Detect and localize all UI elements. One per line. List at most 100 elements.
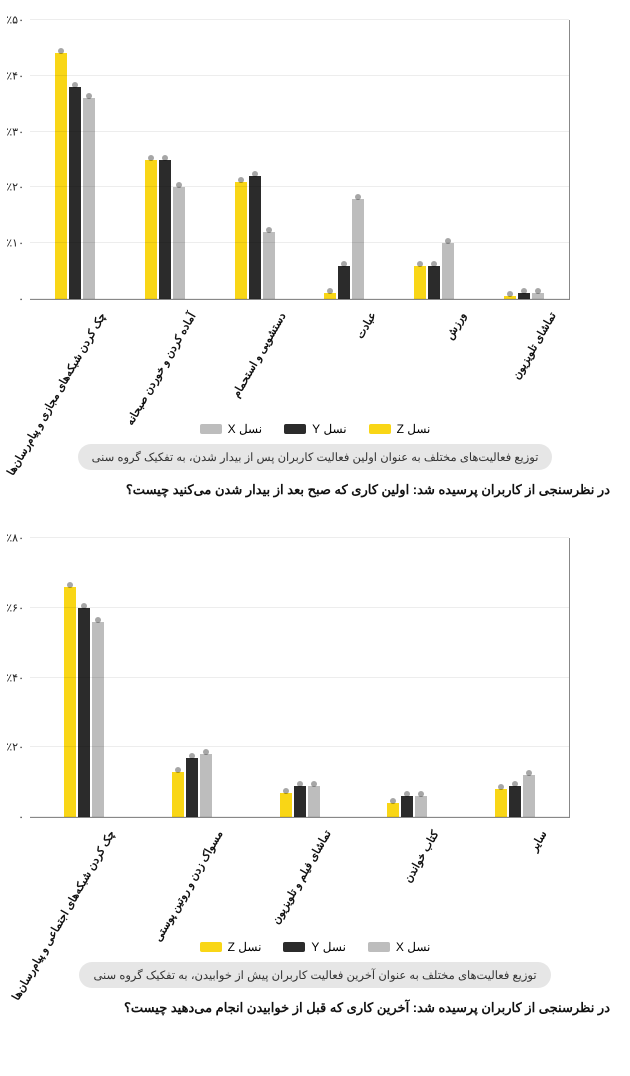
- chart1-plot: ۰٪۱۰٪۲۰٪۳۰٪۴۰٪۵۰: [30, 20, 570, 300]
- bar-gen_y: [186, 758, 198, 817]
- bar-gen_x: [523, 775, 535, 817]
- y-tick-label: ۰: [18, 293, 30, 306]
- x-tick-label: سایر: [483, 828, 549, 930]
- chart2-plot: ۰٪۲۰٪۴۰٪۶۰٪۸۰: [30, 538, 570, 818]
- bar-gen_x: [92, 622, 104, 817]
- bar-gen_y: [294, 786, 306, 817]
- chart1-x-labels: چک کردن شبکه‌های مجازی و پیام‌رسان‌ها آما…: [20, 306, 610, 416]
- bar-marker-dot: [431, 261, 437, 267]
- bar-gen_x: [173, 187, 185, 299]
- bar-gen_x: [415, 796, 427, 817]
- y-tick-label: ٪۲۰: [6, 181, 30, 194]
- bar-marker-dot: [175, 767, 181, 773]
- x-tick-label: ورزش: [402, 310, 468, 412]
- swatch-gen-y: [284, 424, 306, 434]
- legend-item-gen-y: نسل Y: [283, 940, 345, 954]
- bar-gen_x: [83, 98, 95, 299]
- chart2-subtitle: توزیع فعالیت‌های مختلف به عنوان آخرین فع…: [79, 962, 550, 988]
- chart2-x-labels: چک کردن شبکه‌های اجتماعی و پیام‌رسان‌ها م…: [20, 824, 610, 934]
- bar-marker-dot: [252, 171, 258, 177]
- bar-gen_z: [145, 160, 157, 300]
- y-tick-label: ٪۲۰: [6, 741, 30, 754]
- bar-marker-dot: [445, 238, 451, 244]
- swatch-gen-z: [369, 424, 391, 434]
- bar-group: [55, 20, 95, 299]
- bar-marker-dot: [512, 781, 518, 787]
- bar-marker-dot: [535, 288, 541, 294]
- gridline: [30, 242, 569, 243]
- bar-marker-dot: [266, 227, 272, 233]
- legend-label-gen-y: نسل Y: [311, 940, 345, 954]
- gridline: [30, 131, 569, 132]
- bar-marker-dot: [189, 753, 195, 759]
- y-tick-label: ٪۶۰: [6, 601, 30, 614]
- chart1-bar-groups: [30, 20, 569, 299]
- gridline: [30, 746, 569, 747]
- x-tick-label: مسواک زدن و روتین پوستی: [159, 828, 225, 930]
- x-tick-label: عبادت: [312, 310, 378, 412]
- legend-label-gen-x: نسل X: [228, 422, 262, 436]
- bar-gen_y: [509, 786, 521, 817]
- swatch-gen-x: [368, 942, 390, 952]
- bar-group: [504, 20, 544, 299]
- gridline: [30, 298, 569, 299]
- bar-marker-dot: [355, 194, 361, 200]
- legend-label-gen-z: نسل Z: [397, 422, 431, 436]
- chart2-caption: در نظرسنجی از کاربران پرسیده شد: آخرین ک…: [20, 1000, 610, 1016]
- legend-label-gen-y: نسل Y: [312, 422, 346, 436]
- bar-marker-dot: [176, 182, 182, 188]
- bar-gen_z: [414, 266, 426, 299]
- y-tick-label: ٪۳۰: [6, 125, 30, 138]
- bar-group: [324, 20, 364, 299]
- chart1-plot-wrap: ۰٪۱۰٪۲۰٪۳۰٪۴۰٪۵۰: [20, 20, 610, 300]
- bar-group: [414, 20, 454, 299]
- x-tick-label: آماده کردن و خوردن صبحانه: [132, 310, 198, 412]
- bar-marker-dot: [67, 582, 73, 588]
- gridline: [30, 537, 569, 538]
- bar-marker-dot: [507, 291, 513, 297]
- y-tick-label: ٪۴۰: [6, 69, 30, 82]
- y-tick-label: ۰: [18, 811, 30, 824]
- bar-marker-dot: [162, 155, 168, 161]
- bar-group: [172, 538, 212, 817]
- legend-item-gen-x: نسل X: [200, 422, 262, 436]
- bar-gen_y: [249, 176, 261, 299]
- chart2-legend: نسل Z نسل Y نسل X: [20, 940, 610, 954]
- bar-gen_z: [172, 772, 184, 817]
- bar-gen_x: [442, 243, 454, 299]
- y-tick-label: ٪۱۰: [6, 237, 30, 250]
- bar-gen_y: [428, 266, 440, 299]
- chart1-legend: نسل X نسل Y نسل Z: [20, 422, 610, 436]
- bar-gen_y: [78, 608, 90, 817]
- bar-marker-dot: [418, 791, 424, 797]
- x-tick-label: چک کردن شبکه‌های مجازی و پیام‌رسان‌ها: [42, 310, 108, 412]
- bar-gen_x: [352, 199, 364, 299]
- bar-marker-dot: [311, 781, 317, 787]
- bar-marker-dot: [95, 617, 101, 623]
- bar-marker-dot: [86, 93, 92, 99]
- bar-marker-dot: [58, 48, 64, 54]
- gridline: [30, 19, 569, 20]
- chart-morning-activity: ۰٪۱۰٪۲۰٪۳۰٪۴۰٪۵۰ چک کردن شبکه‌های مجازی …: [20, 20, 610, 498]
- chart2-bar-groups: [30, 538, 569, 817]
- bar-marker-dot: [417, 261, 423, 267]
- gridline: [30, 816, 569, 817]
- bar-gen_z: [280, 793, 292, 817]
- bar-marker-dot: [521, 288, 527, 294]
- y-tick-label: ٪۵۰: [6, 14, 30, 27]
- x-tick-label: چک کردن شبکه‌های اجتماعی و پیام‌رسان‌ها: [51, 828, 117, 930]
- x-tick-label: تماشای فیلم و تلویزیون: [267, 828, 333, 930]
- legend-item-gen-z: نسل Z: [369, 422, 431, 436]
- bar-gen_y: [338, 266, 350, 299]
- bar-marker-dot: [498, 784, 504, 790]
- bar-group: [280, 538, 320, 817]
- bar-gen_y: [401, 796, 413, 817]
- gridline: [30, 677, 569, 678]
- chart2-plot-wrap: ۰٪۲۰٪۴۰٪۶۰٪۸۰: [20, 538, 610, 818]
- bar-marker-dot: [526, 770, 532, 776]
- bar-gen_y: [69, 87, 81, 299]
- bar-gen_y: [159, 160, 171, 300]
- bar-group: [64, 538, 104, 817]
- bar-gen_z: [235, 182, 247, 299]
- bar-marker-dot: [81, 603, 87, 609]
